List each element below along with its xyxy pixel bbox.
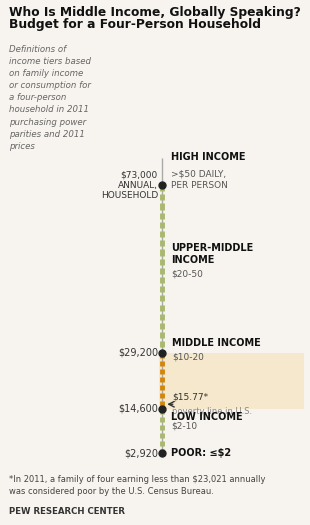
FancyBboxPatch shape xyxy=(159,353,304,409)
Text: POOR: ≤$2: POOR: ≤$2 xyxy=(171,448,231,458)
Text: $20-50: $20-50 xyxy=(171,269,203,278)
Text: MIDDLE INCOME: MIDDLE INCOME xyxy=(172,338,261,348)
Text: $2,920: $2,920 xyxy=(124,448,158,458)
Text: *In 2011, a family of four earning less than $23,021 annually
was considered poo: *In 2011, a family of four earning less … xyxy=(9,475,266,496)
Text: PEW RESEARCH CENTER: PEW RESEARCH CENTER xyxy=(9,507,125,516)
Text: Who Is Middle Income, Globally Speaking?: Who Is Middle Income, Globally Speaking? xyxy=(9,6,301,19)
Text: Definitions of
income tiers based
on family income
or consumption for
a four-per: Definitions of income tiers based on fam… xyxy=(9,45,91,151)
Text: $73,000
ANNUAL,
HOUSEHOLD: $73,000 ANNUAL, HOUSEHOLD xyxy=(101,170,158,200)
Text: $14,600: $14,600 xyxy=(118,404,158,414)
Text: $10-20: $10-20 xyxy=(172,353,204,362)
Text: HIGH INCOME: HIGH INCOME xyxy=(171,152,245,162)
Text: UPPER-MIDDLE
INCOME: UPPER-MIDDLE INCOME xyxy=(171,243,253,265)
Text: LOW INCOME: LOW INCOME xyxy=(171,412,242,422)
Text: Budget for a Four-Person Household: Budget for a Four-Person Household xyxy=(9,18,261,31)
Text: $15.77*: $15.77* xyxy=(172,393,209,402)
Text: poverty line in U.S.: poverty line in U.S. xyxy=(172,406,253,415)
Text: >$50 DAILY,
PER PERSON: >$50 DAILY, PER PERSON xyxy=(171,170,228,190)
Text: $29,200: $29,200 xyxy=(118,348,158,358)
Text: $2-10: $2-10 xyxy=(171,422,197,430)
